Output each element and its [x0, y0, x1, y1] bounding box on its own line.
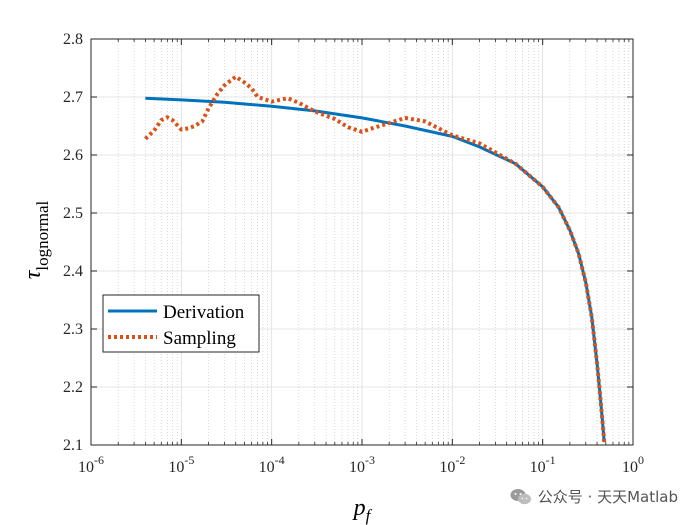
y-axis-label: τlognormal — [20, 200, 52, 279]
wechat-icon — [510, 488, 531, 504]
x-tick-label: 100 — [622, 453, 644, 476]
x-axis-label: pf — [352, 495, 373, 525]
y-tick-label: 2.3 — [63, 321, 83, 338]
y-tick-label: 2.2 — [63, 379, 83, 396]
y-tick-label: 2.7 — [63, 89, 83, 106]
x-tick-label: 10-3 — [349, 453, 375, 476]
legend-box — [102, 294, 260, 353]
y-tick-label: 2.6 — [63, 147, 83, 164]
legend: Derivation Sampling — [102, 294, 260, 353]
x-tick-label: 10-2 — [439, 453, 465, 476]
y-tick-label: 2.5 — [63, 205, 83, 222]
legend-label-derivation: Derivation — [163, 302, 245, 323]
y-tick-label: 2.4 — [63, 263, 83, 280]
x-tick-label: 10-4 — [259, 453, 285, 476]
watermark: 公众号 · 天天Matlab — [510, 486, 678, 507]
tick-marks — [90, 38, 634, 446]
legend-label-sampling: Sampling — [163, 328, 236, 349]
series-layer — [144, 74, 607, 443]
y-tick-label: 2.1 — [63, 437, 83, 454]
y-tick-label: 2.8 — [63, 31, 83, 48]
x-tick-label: 10-6 — [78, 453, 104, 476]
watermark-text: 公众号 · 天天Matlab — [537, 488, 678, 506]
y-tick-labels: 2.1 2.2 2.3 2.4 2.5 2.6 2.7 2.8 — [63, 31, 83, 454]
x-tick-label: 10-5 — [168, 453, 194, 476]
x-tick-labels: 10-6 10-5 10-4 10-3 10-2 10-1 100 — [78, 453, 644, 476]
x-tick-label: 10-1 — [530, 453, 556, 476]
series-line-sampling — [144, 74, 607, 443]
